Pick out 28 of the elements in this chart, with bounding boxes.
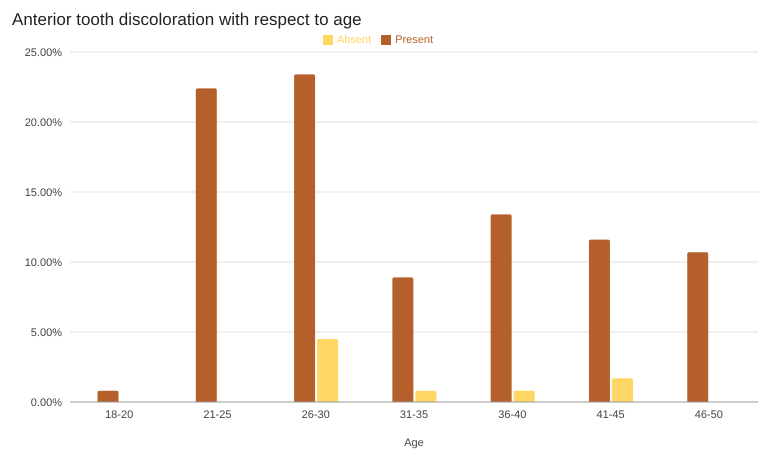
x-tick-label: 31-35 xyxy=(400,408,428,421)
legend-label: Absent xyxy=(336,34,372,46)
bar xyxy=(490,214,512,402)
x-tick-label: 18-20 xyxy=(105,408,134,421)
bar xyxy=(392,277,414,402)
bar xyxy=(415,390,436,402)
y-tick-label: 10.00% xyxy=(24,256,62,269)
bar xyxy=(612,378,633,402)
x-axis-title: Age xyxy=(404,437,424,449)
x-tick-label: 36-40 xyxy=(498,408,526,421)
bar xyxy=(98,390,119,402)
bar xyxy=(687,252,708,402)
y-tick-label: 5.00% xyxy=(30,326,62,339)
x-tick-label: 41-45 xyxy=(596,408,625,421)
x-tick-label: 21-25 xyxy=(203,408,232,421)
bar xyxy=(514,390,535,402)
y-tick-label: 0.00% xyxy=(30,396,62,409)
x-tick-label: 26-30 xyxy=(302,408,330,421)
bar xyxy=(196,88,217,402)
bar xyxy=(294,74,316,402)
legend-label: Present xyxy=(395,34,434,46)
bar xyxy=(317,339,338,402)
bar xyxy=(588,240,610,402)
chart-title: Anterior tooth discoloration with respect to age xyxy=(11,9,363,30)
y-tick-label: 25.00% xyxy=(24,46,62,59)
x-tick-label: 46-50 xyxy=(694,408,723,421)
y-tick-label: 20.00% xyxy=(24,116,62,129)
y-tick-label: 15.00% xyxy=(24,186,62,199)
